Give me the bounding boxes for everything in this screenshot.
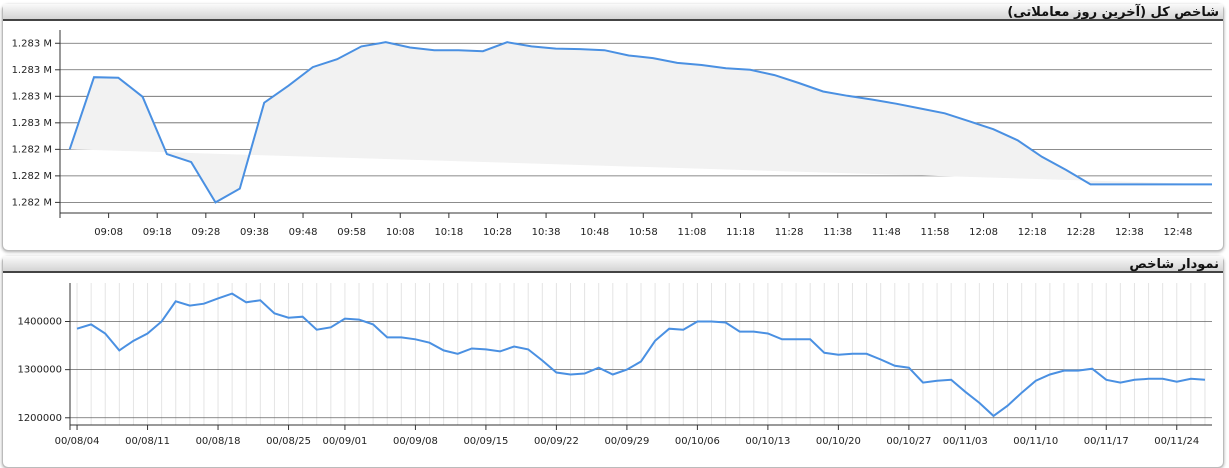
y-tick-label: 1.282 M xyxy=(12,144,52,155)
x-tick-label: 09:58 xyxy=(337,227,366,238)
x-tick-label: 09:38 xyxy=(240,227,269,238)
area xyxy=(69,42,1213,203)
line xyxy=(68,41,1212,204)
x-tick-label: 00/08/18 xyxy=(196,436,241,447)
x-tick-label: 00/11/03 xyxy=(943,436,988,447)
x-tick-label: 11:28 xyxy=(775,227,804,238)
x-tick-label: 09:08 xyxy=(94,227,123,238)
x-tick-label: 00/10/13 xyxy=(745,436,790,447)
x-tick-label: 00/09/29 xyxy=(604,436,649,447)
x-tick-label: 10:48 xyxy=(580,227,609,238)
y-tick-label: 1.283 M xyxy=(12,38,52,49)
x-tick-label: 00/11/17 xyxy=(1084,436,1129,447)
y-tick-label: 1400000 xyxy=(17,317,62,328)
x-tick-label: 12:48 xyxy=(1164,227,1193,238)
panel-title: نمودار شاخص xyxy=(3,256,1223,273)
y-tick-label: 1.282 M xyxy=(12,171,52,182)
x-tick-label: 10:38 xyxy=(532,227,561,238)
panel-title: شاخص کل (آخرین روز معاملاتی) xyxy=(3,4,1223,21)
x-tick-label: 00/08/11 xyxy=(125,436,170,447)
x-tick-label: 09:18 xyxy=(143,227,172,238)
x-tick-label: 12:38 xyxy=(1115,227,1144,238)
x-tick-label: 11:18 xyxy=(726,227,755,238)
x-tick-label: 12:18 xyxy=(1018,227,1047,238)
x-tick-label: 11:58 xyxy=(921,227,950,238)
x-tick-label: 00/09/15 xyxy=(463,436,508,447)
x-tick-label: 11:38 xyxy=(823,227,852,238)
x-tick-label: 00/10/20 xyxy=(816,436,861,447)
x-tick-label: 00/10/27 xyxy=(886,436,931,447)
x-tick-label: 00/09/01 xyxy=(322,436,367,447)
y-tick-label: 1.282 M xyxy=(12,197,52,208)
x-tick-label: 00/09/22 xyxy=(534,436,579,447)
x-tick-label: 09:48 xyxy=(289,227,318,238)
x-tick-label: 00/09/08 xyxy=(393,436,438,447)
y-tick-label: 1.283 M xyxy=(12,91,52,102)
x-tick-label: 11:48 xyxy=(872,227,901,238)
y-tick-label: 1.283 M xyxy=(12,65,52,76)
y-tick-label: 1300000 xyxy=(17,365,62,376)
x-tick-label: 12:08 xyxy=(969,227,998,238)
x-tick-label: 11:08 xyxy=(677,227,706,238)
x-tick-label: 10:58 xyxy=(629,227,658,238)
x-tick-label: 09:28 xyxy=(191,227,220,238)
x-tick-label: 00/08/04 xyxy=(55,436,100,447)
x-tick-label: 12:28 xyxy=(1066,227,1095,238)
x-tick-label: 10:28 xyxy=(483,227,512,238)
y-tick-label: 1.283 M xyxy=(12,118,52,129)
x-tick-label: 00/10/06 xyxy=(675,436,720,447)
y-tick-label: 1200000 xyxy=(17,413,62,424)
x-tick-label: 00/08/25 xyxy=(266,436,311,447)
x-tick-label: 00/11/24 xyxy=(1154,436,1199,447)
line xyxy=(76,292,1206,418)
x-tick-label: 00/11/10 xyxy=(1013,436,1058,447)
x-tick-label: 10:18 xyxy=(434,227,463,238)
x-tick-label: 10:08 xyxy=(386,227,415,238)
